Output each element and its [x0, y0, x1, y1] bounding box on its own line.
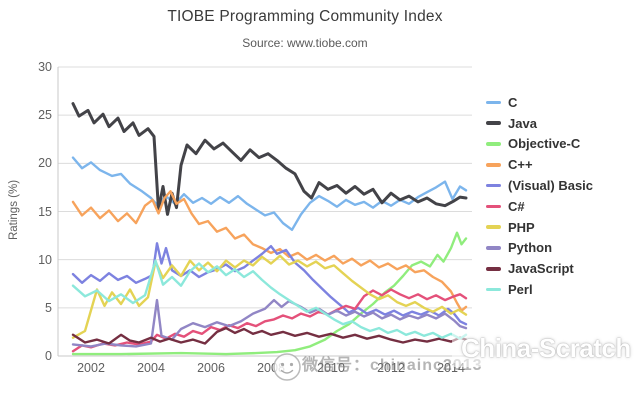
- series-line-php[interactable]: [71, 254, 468, 339]
- legend-swatch-java: [486, 121, 501, 125]
- y-tick-label-25: 25: [38, 108, 52, 123]
- legend-swatch-c: [486, 204, 501, 209]
- x-tick-label-2012: 2012: [377, 361, 405, 375]
- legend-item-php[interactable]: PHP: [486, 217, 593, 238]
- series-line-python[interactable]: [71, 298, 468, 348]
- legend-swatch-c: [486, 100, 501, 105]
- legend-label-javascript: JavaScript: [508, 261, 574, 277]
- series-line-c[interactable]: [71, 156, 468, 232]
- legend-swatch-perl: [486, 287, 501, 292]
- legend-item-python[interactable]: Python: [486, 238, 593, 259]
- x-tick-label-2004: 2004: [137, 361, 165, 375]
- legend-item-c[interactable]: C#: [486, 196, 593, 217]
- series-line-visual-basic[interactable]: [71, 242, 468, 326]
- legend: C Java Objective-C C++ (Visual) Basic C# PHP Py…: [486, 92, 593, 300]
- legend-label-objective-c: Objective-C: [508, 136, 581, 152]
- y-tick-label-5: 5: [45, 300, 52, 315]
- y-tick-label-30: 30: [38, 60, 52, 74]
- legend-item-objective-c[interactable]: Objective-C: [486, 134, 593, 155]
- legend-item-javascript[interactable]: JavaScript: [486, 258, 593, 279]
- legend-swatch-c: [486, 163, 501, 167]
- y-tick-label-10: 10: [38, 252, 52, 267]
- wechat-face-icon: [273, 353, 301, 381]
- legend-label-c: C: [508, 94, 518, 110]
- legend-item-c[interactable]: C: [486, 92, 593, 113]
- y-tick-label-0: 0: [45, 349, 52, 363]
- legend-label-perl: Perl: [508, 282, 533, 298]
- y-tick-label-15: 15: [38, 204, 52, 219]
- x-tick-label-2010: 2010: [317, 361, 345, 375]
- wechat-watermark-text: 微信号：chinainc2013: [302, 357, 483, 374]
- x-tick-label-2006: 2006: [197, 361, 225, 375]
- x-tick-label-2002: 2002: [77, 361, 105, 375]
- brand-watermark-band: [452, 330, 640, 367]
- legend-label-php: PHP: [508, 219, 535, 235]
- y-tick-label-20: 20: [38, 156, 52, 171]
- legend-swatch-php: [486, 225, 501, 229]
- legend-label-c: C++: [508, 157, 533, 173]
- legend-swatch-javascript: [486, 267, 501, 271]
- legend-item-perl[interactable]: Perl: [486, 279, 593, 300]
- series-line-java[interactable]: [71, 102, 468, 216]
- legend-item-visual-basic[interactable]: (Visual) Basic: [486, 175, 593, 196]
- legend-label-c: C#: [508, 198, 525, 214]
- legend-item-java[interactable]: Java: [486, 113, 593, 134]
- series-line-objective-c[interactable]: [71, 231, 468, 356]
- legend-label-java: Java: [508, 115, 537, 131]
- legend-swatch-python: [486, 246, 501, 250]
- legend-item-c[interactable]: C++: [486, 154, 593, 175]
- legend-label-python: Python: [508, 240, 553, 256]
- chart-subtitle: Source: www.tiobe.com: [242, 36, 368, 50]
- chart-title: TIOBE Programming Community Index: [167, 8, 443, 25]
- series-line-javascript[interactable]: [71, 326, 468, 345]
- legend-swatch-visual-basic: [486, 183, 501, 188]
- legend-swatch-objective-c: [486, 142, 501, 146]
- series-line-perl[interactable]: [71, 259, 468, 340]
- brand-watermark-text: China-Scratch: [461, 333, 631, 363]
- legend-label-visual-basic: (Visual) Basic: [508, 178, 594, 194]
